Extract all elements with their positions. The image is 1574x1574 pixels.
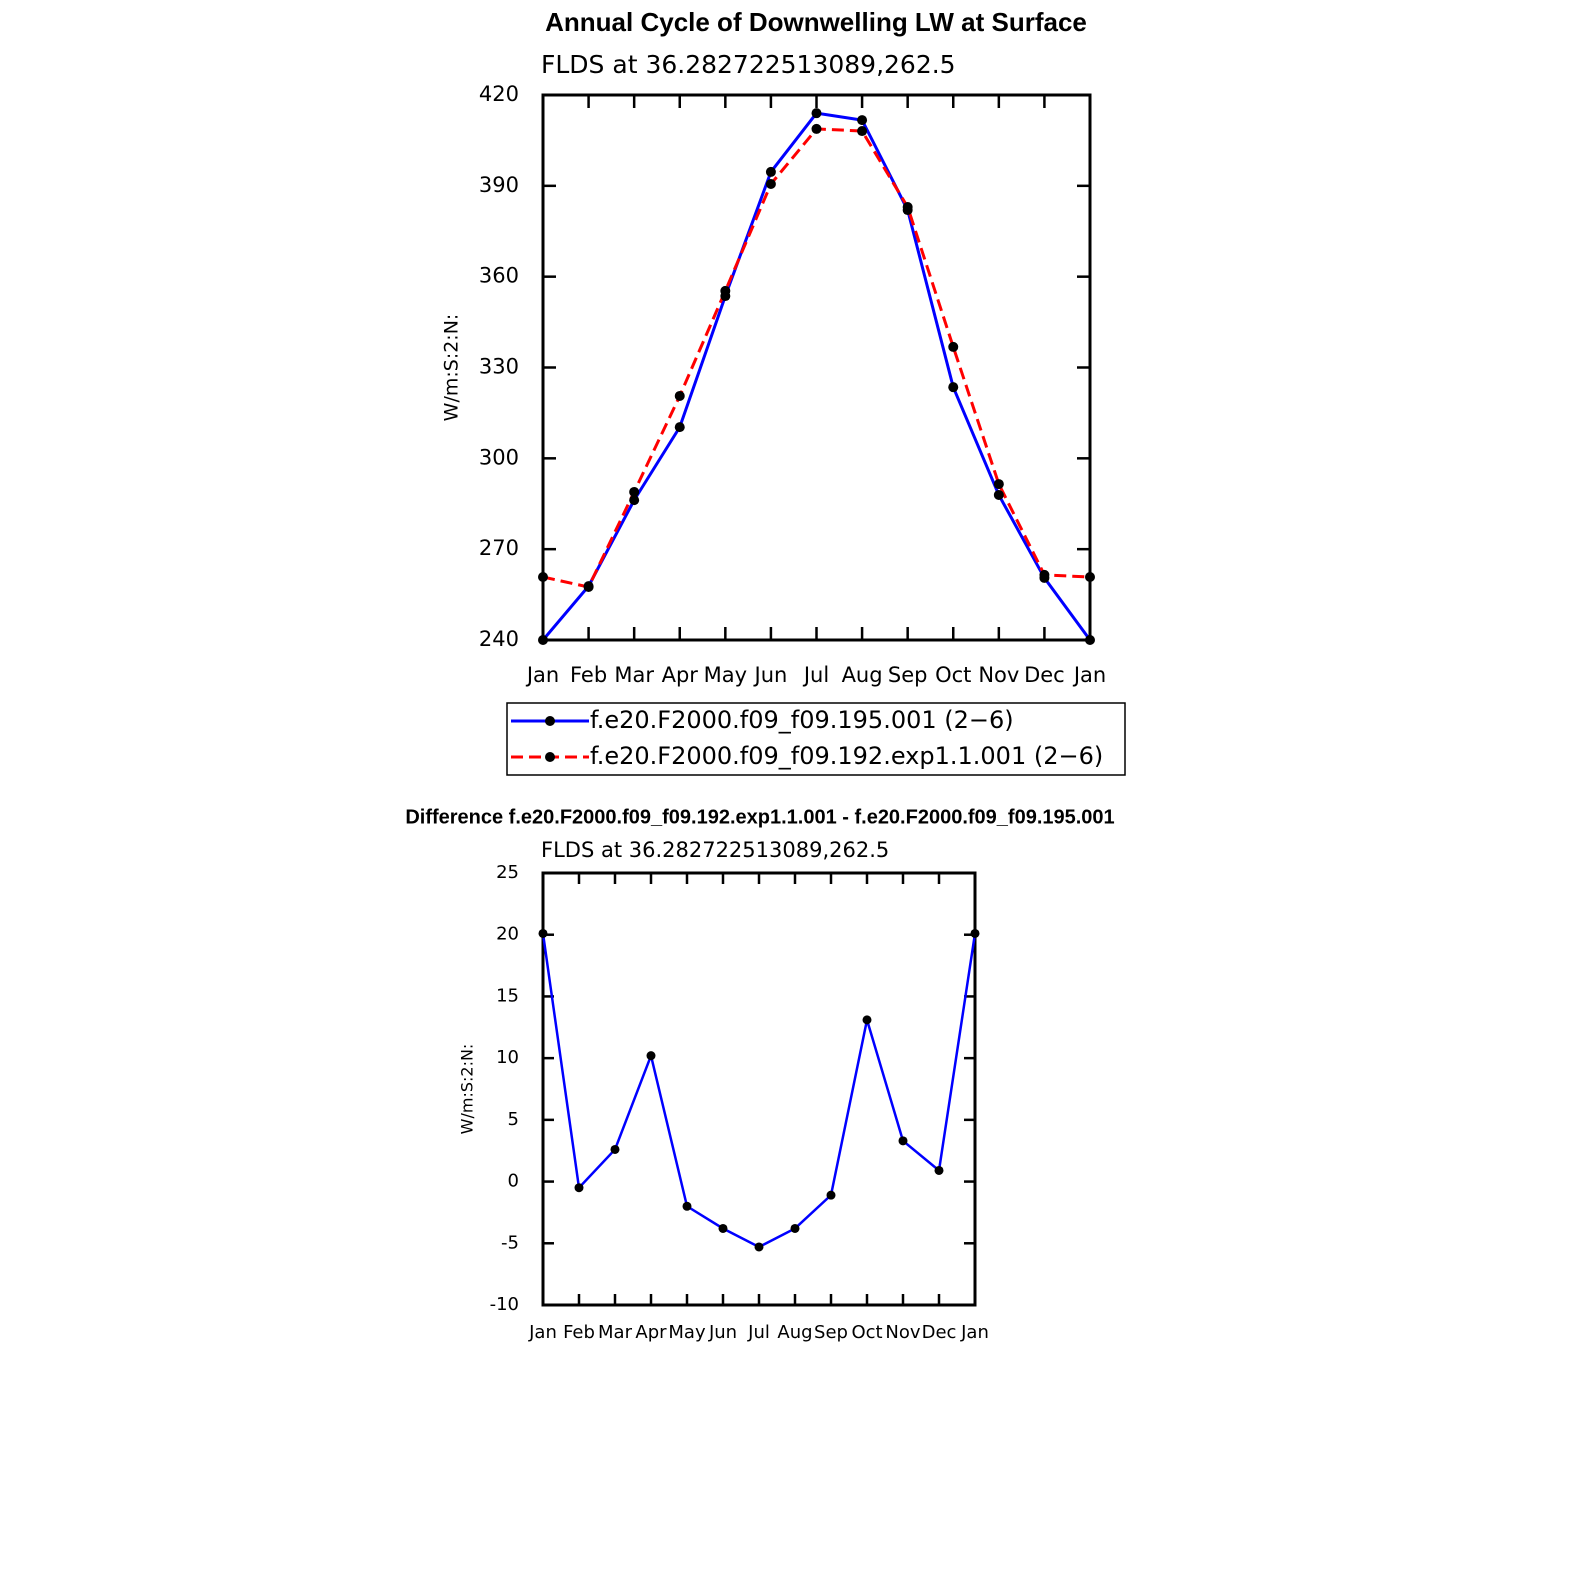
x-tick-label: Dec <box>1024 663 1065 687</box>
data-point <box>790 1223 800 1233</box>
y-tick-label: 360 <box>479 264 519 288</box>
data-point <box>718 1223 728 1233</box>
y-axis-label: W/m:S:2:N: <box>458 1044 477 1135</box>
x-tick-label: Apr <box>635 1322 667 1343</box>
data-point <box>811 123 822 134</box>
y-tick-label: 240 <box>479 627 519 651</box>
data-point <box>583 582 594 593</box>
x-tick-label: Oct <box>935 663 971 687</box>
chart-title: Difference f.e20.F2000.f09_f09.192.exp1.… <box>405 806 1114 828</box>
data-point <box>934 1165 944 1175</box>
data-point <box>948 341 959 352</box>
chart-subtitle: FLDS at 36.282722513089,262.5 <box>541 838 889 862</box>
x-tick-label: Aug <box>842 663 883 687</box>
legend-box <box>506 702 1126 776</box>
data-point <box>674 422 685 433</box>
x-tick-label: Jan <box>1072 663 1106 687</box>
x-tick-label: Apr <box>662 663 699 687</box>
data-point <box>538 928 548 938</box>
legend-marker <box>545 752 555 762</box>
data-point <box>826 1190 836 1200</box>
data-point <box>765 166 776 177</box>
x-tick-label: Sep <box>814 1322 848 1343</box>
data-point <box>1085 572 1095 583</box>
y-tick-label: 20 <box>496 924 519 945</box>
data-point <box>1085 635 1095 645</box>
data-point <box>948 382 959 393</box>
x-tick-label: Jun <box>753 663 788 687</box>
x-tick-label: Jan <box>528 1322 557 1343</box>
y-tick-label: 300 <box>479 445 519 469</box>
y-tick-label: 15 <box>496 985 519 1006</box>
x-tick-label: May <box>668 1322 706 1343</box>
x-tick-label: Aug <box>777 1322 812 1343</box>
legend-label: f.e20.F2000.f09_f09.195.001 (2−6) <box>590 706 1014 734</box>
x-tick-label: Mar <box>614 663 654 687</box>
data-point <box>902 202 913 213</box>
data-point <box>754 1242 764 1252</box>
data-point <box>538 635 548 645</box>
data-point <box>857 115 868 126</box>
data-point <box>857 126 868 137</box>
chart-title: Annual Cycle of Downwelling LW at Surfac… <box>545 7 1087 37</box>
legend-label: f.e20.F2000.f09_f09.192.exp1.1.001 (2−6) <box>590 742 1103 770</box>
data-point <box>993 489 1004 500</box>
x-tick-label: Feb <box>570 663 607 687</box>
data-point <box>629 495 640 506</box>
data-point <box>720 285 731 296</box>
data-point <box>682 1201 692 1211</box>
plot-frame <box>541 93 1092 642</box>
y-tick-label: 390 <box>479 173 519 197</box>
data-point <box>811 108 822 119</box>
chart-subtitle: FLDS at 36.282722513089,262.5 <box>541 50 956 79</box>
data-point <box>646 1051 656 1061</box>
x-tick-label: Jan <box>960 1322 989 1343</box>
x-tick-label: Dec <box>922 1322 957 1343</box>
data-point <box>538 572 548 583</box>
y-tick-label: 10 <box>496 1047 519 1068</box>
y-tick-label: 0 <box>508 1171 519 1192</box>
data-point <box>1039 569 1050 580</box>
x-tick-label: Nov <box>885 1322 920 1343</box>
plot-frame <box>541 871 977 1307</box>
series-line <box>541 111 1092 641</box>
data-point <box>610 1144 620 1154</box>
x-tick-label: Mar <box>598 1322 633 1343</box>
y-tick-label: 330 <box>479 355 519 379</box>
y-axis-label: W/m:S:2:N: <box>441 314 463 422</box>
x-tick-label: Feb <box>563 1322 595 1343</box>
x-tick-label: Oct <box>851 1322 882 1343</box>
y-tick-label: 25 <box>496 862 519 883</box>
y-tick-label: 270 <box>479 536 519 560</box>
data-point <box>862 1015 872 1025</box>
x-tick-label: Jul <box>802 663 829 687</box>
data-point <box>765 179 776 190</box>
data-point <box>674 390 685 401</box>
x-tick-label: Sep <box>888 663 928 687</box>
data-point <box>970 928 980 938</box>
legend-marker <box>545 716 555 726</box>
y-tick-label: 420 <box>479 82 519 106</box>
x-tick-label: Jun <box>708 1322 737 1343</box>
data-point <box>898 1136 908 1146</box>
x-tick-label: May <box>704 663 747 687</box>
data-point <box>993 479 1004 490</box>
x-tick-label: Nov <box>978 663 1019 687</box>
data-point <box>629 486 640 497</box>
series-line <box>541 933 977 1249</box>
y-tick-label: -5 <box>501 1232 519 1253</box>
y-tick-label: 5 <box>508 1109 519 1130</box>
x-tick-label: Jul <box>747 1322 770 1343</box>
data-point <box>574 1183 584 1193</box>
x-tick-label: Jan <box>525 663 559 687</box>
y-tick-label: -10 <box>490 1294 519 1315</box>
